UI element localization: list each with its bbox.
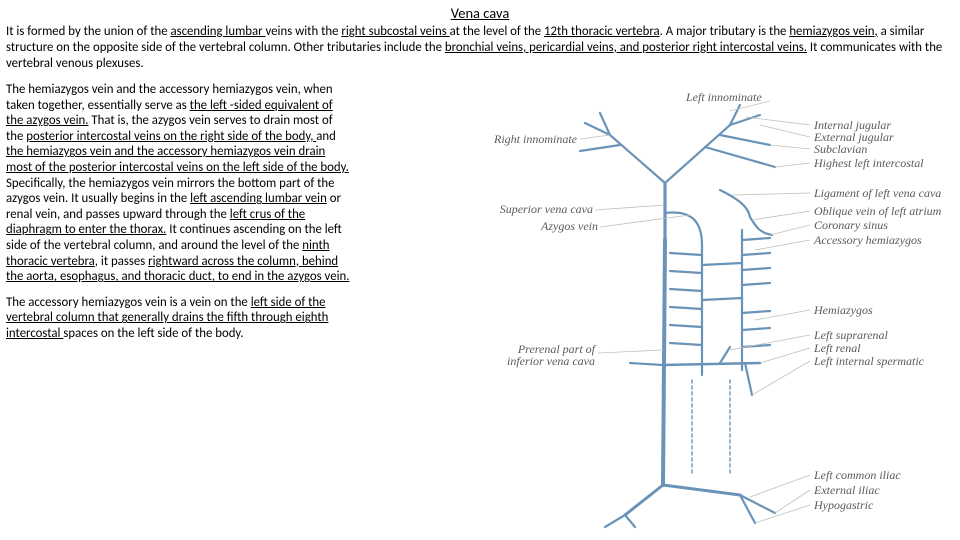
label-left-innominate: Left innominate	[686, 91, 762, 104]
text: It is formed by the union of the	[6, 24, 170, 39]
label-suprarenal: Left suprarenal	[814, 329, 888, 342]
label-subclavian: Subclavian	[814, 143, 867, 156]
text: at the level of the	[450, 24, 544, 39]
text: veins with the	[266, 24, 342, 39]
text: The accessory hemiazygos vein is a vein …	[6, 295, 251, 310]
text: left ascending lumbar vein	[190, 191, 327, 206]
text: hemiazygos vein,	[789, 24, 877, 39]
text: posterior intercostal veins on the right…	[26, 129, 316, 144]
label-oblique: Oblique vein of left atrium	[814, 205, 941, 218]
label-common-iliac: Left common iliac	[814, 469, 901, 482]
intro-paragraph: It is formed by the union of the ascendi…	[6, 24, 954, 72]
label-hypogastric: Hypogastric	[814, 499, 873, 512]
body-paragraph-2: The accessory hemiazygos vein is a vein …	[6, 295, 351, 342]
label-prerenal2: inferior vena cava	[495, 355, 595, 368]
body-column: The hemiazygos vein and the accessory he…	[6, 82, 351, 352]
label-coronary-sinus: Coronary sinus	[814, 219, 888, 232]
text: bronchial veins, pericardial veins, and …	[445, 40, 807, 55]
body-paragraph-1: The hemiazygos vein and the accessory he…	[6, 82, 351, 285]
label-azygos: Azygos vein	[530, 220, 598, 233]
label-external-iliac: External iliac	[814, 484, 880, 497]
label-highest-intercostal: Highest left intercostal	[814, 157, 924, 170]
text: . A major tributary is the	[660, 24, 790, 39]
page-title: Vena cava	[6, 4, 954, 22]
label-renal: Left renal	[814, 342, 861, 355]
text: right subcostal veins	[341, 24, 449, 39]
text: 12th thoracic vertebra	[544, 24, 660, 39]
label-accessory-hemi: Accessory hemiazygos	[814, 234, 922, 247]
text: , it passes	[95, 254, 148, 269]
label-hemiazygos: Hemiazygos	[814, 304, 873, 317]
label-svc: Superior vena cava	[485, 203, 593, 216]
label-ligament: Ligament of left vena cava	[814, 187, 941, 200]
text: the hemiazygos vein and the accessory he…	[6, 144, 349, 175]
label-right-innominate: Right innominate	[482, 133, 577, 146]
anatomy-diagram: Left innominate Right innominate Superio…	[430, 95, 950, 530]
text: ascending lumbar	[170, 24, 265, 39]
text: spaces on the left side of the body.	[63, 326, 243, 341]
text: and	[316, 129, 336, 144]
label-spermatic: Left internal spermatic	[814, 355, 924, 368]
